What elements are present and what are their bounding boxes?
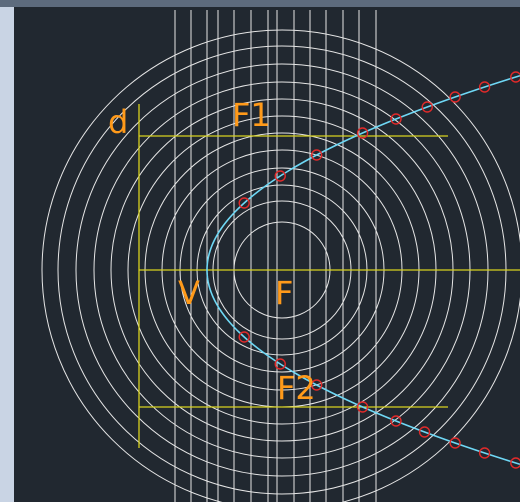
directrix-and-axis-lines bbox=[138, 104, 520, 448]
plotted-point-4 bbox=[478, 81, 491, 93]
parabola-curve bbox=[206, 74, 520, 466]
label-f2: F2 bbox=[277, 369, 316, 407]
plotted-point-20 bbox=[510, 457, 520, 469]
plotted-point-3 bbox=[510, 71, 520, 83]
plotted-point-14 bbox=[310, 379, 323, 391]
label-layer: d F1 V F F2 bbox=[108, 96, 316, 407]
plotted-point-12 bbox=[238, 331, 250, 343]
plotted-point-11 bbox=[238, 197, 250, 209]
plotted-point-9 bbox=[310, 149, 323, 161]
concentric-circles bbox=[41, 29, 520, 502]
vertical-construction-lines bbox=[174, 10, 377, 502]
label-f: F bbox=[275, 274, 293, 312]
plotted-points bbox=[238, 71, 520, 469]
construction-circle-12 bbox=[41, 29, 520, 502]
window-top-border bbox=[0, 0, 520, 7]
parabola-construction-drawing: d F1 V F F2 bbox=[41, 10, 520, 502]
plotted-point-10 bbox=[274, 170, 286, 182]
cad-drawing-canvas[interactable]: d F1 V F F2 bbox=[14, 7, 520, 502]
plotted-point-13 bbox=[274, 358, 286, 370]
plotted-point-15 bbox=[356, 401, 369, 413]
plotted-point-16 bbox=[390, 415, 402, 427]
plotted-point-19 bbox=[478, 447, 491, 459]
label-v: V bbox=[178, 274, 200, 312]
plotted-point-7 bbox=[390, 113, 402, 125]
label-d: d bbox=[108, 103, 128, 141]
plotted-point-6 bbox=[421, 101, 433, 113]
plotted-point-17 bbox=[418, 426, 431, 438]
plotted-point-18 bbox=[449, 437, 461, 449]
plotted-point-8 bbox=[356, 127, 369, 139]
label-f1: F1 bbox=[232, 96, 271, 134]
plotted-point-5 bbox=[449, 91, 461, 103]
